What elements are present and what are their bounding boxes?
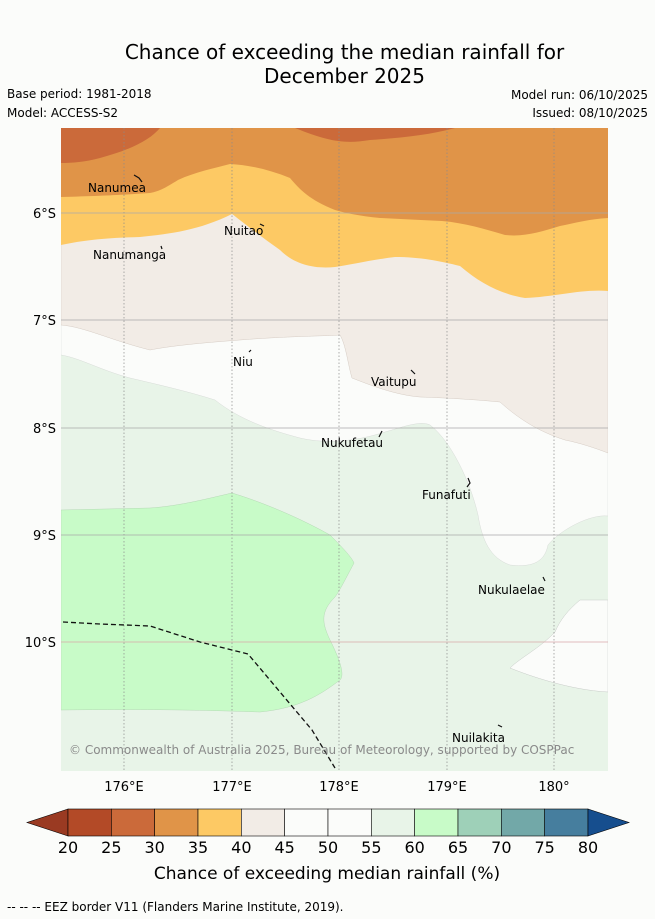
colorbar-cell [371,808,415,837]
colorbar-tick-label: 70 [491,838,511,857]
lat-labels: 6°S 7°S 8°S 9°S 10°S [25,207,56,651]
lon-label-176e: 176°E [104,780,144,795]
colorbar-cell [67,808,112,837]
zone-25-30-west [61,128,160,163]
colorbar-tick-label: 25 [101,838,121,857]
colorbar-tick-label: 80 [578,838,598,857]
zone-60-65 [61,492,355,713]
place-funafuti: Funafuti [422,488,471,502]
eez-legend-note: -- -- -- EEZ border V11 (Flanders Marine… [7,900,344,914]
colorbar-cell [327,808,372,837]
colorbar-tick-label: 30 [144,838,164,857]
map-field [61,128,608,771]
zone-45-55-east [509,599,608,693]
place-labels: Nanumea Nanumanga Nuitao Niu Vaitupu Nuk… [88,181,545,745]
title-line-2: December 2025 [264,64,425,88]
colorbar-over-arrow [587,808,630,837]
place-nuilakita: Nuilakita [452,731,505,745]
colorbar-tick-label: 65 [448,838,468,857]
colorbar-cell [111,808,155,837]
title-line-1: Chance of exceeding the median rainfall … [124,40,565,64]
colorbar-cell [414,808,459,837]
model-run: Model run: 06/10/2025 [510,88,648,102]
place-vaitupu: Vaitupu [371,375,417,389]
colorbar-tick-label: 50 [318,838,338,857]
colorbar-tick-label: 75 [534,838,554,857]
lon-label-177e: 177°E [212,780,252,795]
graticule [61,128,608,771]
eez-border [62,621,336,769]
chart-title: Chance of exceeding the median rainfall … [0,40,655,88]
place-nanumea: Nanumea [88,181,146,195]
place-nuitao: Nuitao [224,224,263,238]
colorbar-cell [457,808,502,837]
colorbar-tick-label: 45 [274,838,294,857]
colorbar-tick-label: 20 [58,838,78,857]
lat-label-6s: 6°S [33,207,56,222]
zone-30-35 [61,128,608,236]
colorbar-cells [67,808,589,837]
colorbar-under-arrow [26,808,69,837]
colorbar-tick-label: 40 [231,838,251,857]
lat-label-7s: 7°S [33,314,56,329]
lat-label-9s: 9°S [33,529,56,544]
model-name: Model: ACCESS-S2 [7,106,119,120]
colorbar-cell [241,808,285,837]
copyright-credit: © Commonwealth of Australia 2025, Bureau… [69,743,574,757]
islands [133,174,546,728]
lon-label-179e: 179°E [427,780,467,795]
colorbar-tick-label: 55 [361,838,381,857]
colorbar-labels: 20 25 30 35 40 45 50 55 60 65 70 75 80 [58,838,598,857]
lon-labels: 176°E 177°E 178°E 179°E 180° [104,780,569,795]
place-nukufetau: Nukufetau [321,436,383,450]
colorbar-cell [544,808,589,837]
colorbar-cell [284,808,329,837]
place-nanumanga: Nanumanga [93,248,166,262]
lat-label-10s: 10°S [25,636,56,651]
base-period: Base period: 1981-2018 [7,87,152,101]
colorbar: 20 25 30 35 40 45 50 55 60 65 70 75 80 Chance of exc… [26,808,630,884]
lon-label-180: 180° [538,780,569,795]
colorbar-cell [501,808,545,837]
lon-label-178e: 178°E [319,780,359,795]
zone-25-30-north [295,128,455,142]
issued-date: Issued: 08/10/2025 [532,106,648,120]
colorbar-cell [154,808,199,837]
lat-label-8s: 8°S [33,422,56,437]
place-nukulaelae: Nukulaelae [478,583,545,597]
colorbar-tick-label: 60 [404,838,424,857]
place-niu: Niu [233,355,253,369]
colorbar-tick-label: 35 [188,838,208,857]
colorbar-title: Chance of exceeding median rainfall (%) [154,864,500,884]
colorbar-cell [197,808,242,837]
